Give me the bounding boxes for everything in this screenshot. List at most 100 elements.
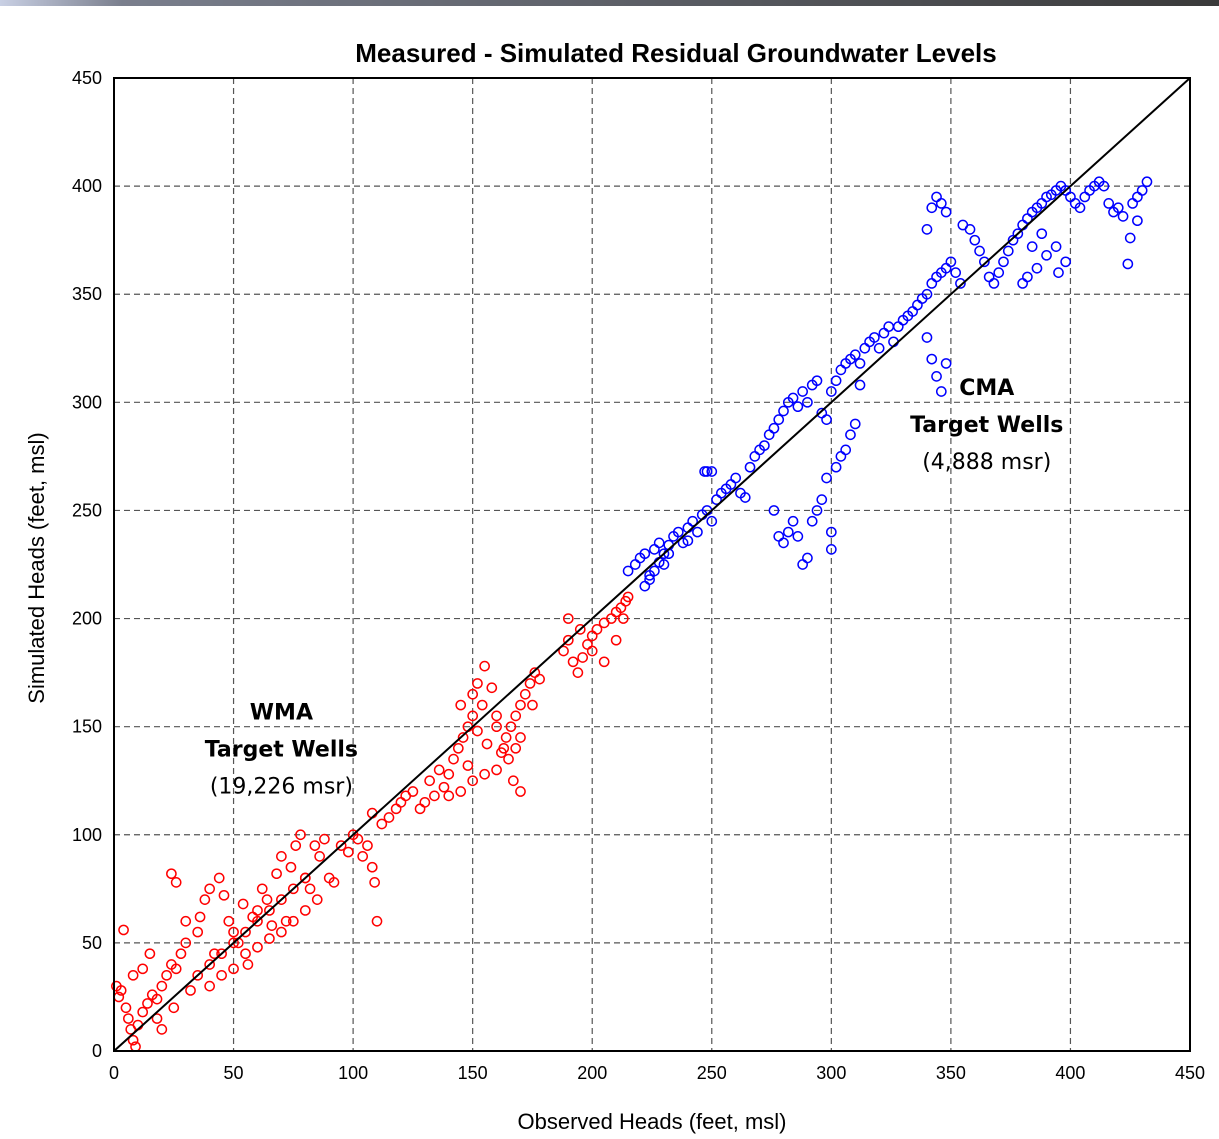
data-point xyxy=(491,764,502,776)
data-point xyxy=(577,652,589,663)
data-point xyxy=(964,224,976,235)
data-point xyxy=(137,1006,149,1018)
data-point xyxy=(479,660,490,672)
data-point xyxy=(739,492,751,503)
data-point xyxy=(366,861,378,873)
data-point xyxy=(216,969,227,981)
x-tick-label: 450 xyxy=(1175,1063,1205,1083)
x-tick-label: 0 xyxy=(109,1063,119,1083)
series-2 xyxy=(622,176,1153,592)
data-point xyxy=(443,768,455,780)
data-point xyxy=(1074,202,1086,214)
data-point xyxy=(204,959,215,970)
data-point xyxy=(213,872,225,884)
data-point xyxy=(407,786,419,797)
data-point xyxy=(873,342,885,354)
data-point xyxy=(921,224,933,235)
data-point xyxy=(390,803,402,815)
data-point xyxy=(649,565,660,577)
data-point xyxy=(782,526,794,538)
data-point xyxy=(845,429,856,441)
data-point xyxy=(500,732,512,743)
data-point xyxy=(692,526,703,538)
data-point xyxy=(491,721,502,733)
data-point xyxy=(479,768,490,780)
data-point xyxy=(763,429,775,441)
data-point xyxy=(825,544,837,555)
data-point xyxy=(144,948,156,960)
data-point xyxy=(452,742,464,754)
data-point xyxy=(639,548,651,560)
data-point xyxy=(335,840,347,851)
data-point xyxy=(209,948,220,960)
data-point xyxy=(319,833,330,845)
data-point xyxy=(921,288,933,300)
data-point xyxy=(749,451,761,462)
annotation-line: Target Wells xyxy=(910,413,1063,438)
x-tick-label: 200 xyxy=(577,1063,607,1083)
data-point xyxy=(362,840,373,851)
data-point xyxy=(519,688,531,700)
data-point xyxy=(840,444,852,456)
data-point xyxy=(328,876,340,888)
data-point xyxy=(498,742,510,754)
data-point xyxy=(567,656,579,668)
data-point xyxy=(869,332,880,343)
data-point xyxy=(170,876,182,888)
data-point xyxy=(290,840,302,851)
annotation-line: (4,888 msr) xyxy=(922,450,1051,475)
data-point xyxy=(802,552,813,564)
data-point xyxy=(945,256,957,268)
data-point xyxy=(505,721,517,733)
data-point xyxy=(503,753,514,765)
data-point xyxy=(240,926,251,938)
data-point xyxy=(1041,191,1052,203)
data-point xyxy=(376,818,388,830)
data-point xyxy=(223,915,235,927)
data-point xyxy=(285,861,297,873)
x-tick-label: 350 xyxy=(936,1063,966,1083)
data-point xyxy=(1060,256,1072,268)
data-point xyxy=(1132,215,1143,227)
data-point xyxy=(1002,245,1014,257)
data-point xyxy=(854,379,866,391)
data-point xyxy=(778,405,789,417)
data-point xyxy=(507,775,519,787)
data-point xyxy=(371,915,383,927)
data-point xyxy=(931,371,942,382)
data-point xyxy=(228,926,239,938)
data-point xyxy=(610,634,622,646)
data-point xyxy=(892,321,904,333)
y-tick-label: 150 xyxy=(72,717,102,737)
data-point xyxy=(510,742,522,754)
data-point xyxy=(467,775,479,787)
data-point xyxy=(118,924,129,936)
data-point xyxy=(287,883,299,895)
data-point xyxy=(1132,191,1143,203)
data-point xyxy=(706,515,718,527)
data-point xyxy=(792,531,804,542)
data-point xyxy=(120,1002,132,1014)
y-tick-label: 50 xyxy=(82,933,102,953)
data-point xyxy=(185,985,196,996)
data-point xyxy=(706,466,718,477)
data-point xyxy=(424,775,435,787)
x-tick-label: 250 xyxy=(697,1063,727,1083)
data-point xyxy=(443,790,455,802)
data-point xyxy=(562,613,574,624)
data-point xyxy=(759,440,770,451)
data-point xyxy=(1012,228,1024,240)
data-point xyxy=(816,494,828,505)
data-point xyxy=(617,613,629,624)
data-point xyxy=(419,796,431,808)
data-point xyxy=(926,278,938,289)
data-point xyxy=(849,349,861,361)
data-point xyxy=(1127,198,1138,209)
data-point xyxy=(314,851,325,862)
x-tick-label: 50 xyxy=(224,1063,244,1083)
data-point xyxy=(192,926,204,938)
annotations: WMA Target Wells (19,226 msr) CMA Target Wel… xyxy=(205,376,1064,799)
data-point xyxy=(1036,228,1048,240)
data-point xyxy=(252,915,263,927)
data-point xyxy=(835,451,847,462)
